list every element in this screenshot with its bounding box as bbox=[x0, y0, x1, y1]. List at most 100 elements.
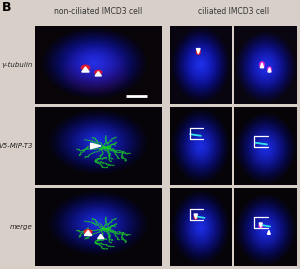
Polygon shape bbox=[245, 205, 286, 254]
Polygon shape bbox=[269, 69, 270, 70]
Polygon shape bbox=[69, 46, 120, 80]
Polygon shape bbox=[249, 129, 282, 168]
Polygon shape bbox=[261, 224, 270, 235]
Polygon shape bbox=[196, 49, 200, 55]
Polygon shape bbox=[70, 206, 126, 241]
Text: non-ciliated IMCD3 cell: non-ciliated IMCD3 cell bbox=[54, 7, 142, 16]
Polygon shape bbox=[262, 63, 269, 71]
Polygon shape bbox=[256, 218, 275, 241]
Polygon shape bbox=[69, 123, 128, 161]
Polygon shape bbox=[264, 228, 267, 232]
Polygon shape bbox=[177, 197, 224, 258]
Polygon shape bbox=[252, 132, 279, 164]
Polygon shape bbox=[253, 215, 278, 245]
Polygon shape bbox=[189, 49, 213, 80]
Polygon shape bbox=[179, 118, 222, 174]
Polygon shape bbox=[64, 120, 133, 164]
Polygon shape bbox=[57, 116, 139, 168]
Polygon shape bbox=[83, 66, 88, 69]
Polygon shape bbox=[264, 65, 267, 69]
Polygon shape bbox=[269, 68, 270, 70]
Polygon shape bbox=[258, 139, 273, 157]
Polygon shape bbox=[260, 225, 261, 226]
Polygon shape bbox=[92, 220, 104, 227]
Polygon shape bbox=[178, 36, 223, 94]
Polygon shape bbox=[55, 36, 134, 90]
Polygon shape bbox=[83, 66, 88, 69]
Polygon shape bbox=[85, 230, 91, 234]
Polygon shape bbox=[265, 229, 266, 230]
Polygon shape bbox=[76, 128, 121, 157]
Polygon shape bbox=[85, 56, 104, 70]
Polygon shape bbox=[184, 43, 218, 86]
Polygon shape bbox=[77, 210, 119, 237]
Polygon shape bbox=[87, 65, 104, 77]
Polygon shape bbox=[242, 120, 289, 176]
Polygon shape bbox=[247, 126, 284, 170]
Polygon shape bbox=[197, 51, 199, 53]
Polygon shape bbox=[182, 122, 219, 170]
Polygon shape bbox=[259, 223, 263, 228]
Polygon shape bbox=[260, 224, 262, 227]
Polygon shape bbox=[254, 53, 277, 81]
Polygon shape bbox=[264, 146, 267, 150]
Polygon shape bbox=[197, 50, 200, 54]
Polygon shape bbox=[82, 66, 88, 70]
Polygon shape bbox=[259, 59, 272, 75]
Polygon shape bbox=[189, 212, 213, 243]
Polygon shape bbox=[258, 221, 273, 239]
Polygon shape bbox=[197, 60, 204, 69]
Polygon shape bbox=[94, 221, 103, 226]
Polygon shape bbox=[194, 138, 207, 154]
Polygon shape bbox=[186, 208, 216, 247]
Polygon shape bbox=[181, 202, 220, 253]
Polygon shape bbox=[268, 67, 272, 72]
Polygon shape bbox=[79, 130, 118, 154]
Polygon shape bbox=[87, 135, 109, 149]
Polygon shape bbox=[79, 53, 110, 73]
Polygon shape bbox=[268, 68, 270, 70]
Polygon shape bbox=[62, 200, 134, 247]
Polygon shape bbox=[85, 63, 106, 78]
Polygon shape bbox=[197, 141, 204, 150]
Polygon shape bbox=[246, 125, 285, 171]
Polygon shape bbox=[255, 54, 276, 79]
Polygon shape bbox=[197, 50, 200, 54]
Polygon shape bbox=[70, 124, 126, 160]
Polygon shape bbox=[82, 66, 89, 70]
Polygon shape bbox=[252, 214, 279, 246]
Polygon shape bbox=[65, 202, 131, 245]
Polygon shape bbox=[89, 217, 108, 229]
Polygon shape bbox=[245, 124, 286, 173]
Text: V5-MIP-T3: V5-MIP-T3 bbox=[0, 143, 33, 149]
Polygon shape bbox=[72, 125, 124, 159]
Polygon shape bbox=[194, 215, 197, 219]
Polygon shape bbox=[196, 49, 200, 54]
Polygon shape bbox=[188, 48, 214, 82]
Polygon shape bbox=[268, 68, 271, 72]
Polygon shape bbox=[77, 129, 119, 155]
Polygon shape bbox=[67, 45, 122, 82]
Polygon shape bbox=[265, 148, 266, 149]
Polygon shape bbox=[84, 230, 92, 234]
Polygon shape bbox=[76, 57, 116, 85]
Polygon shape bbox=[261, 63, 263, 66]
Polygon shape bbox=[198, 61, 203, 68]
Polygon shape bbox=[74, 126, 123, 158]
Polygon shape bbox=[196, 222, 205, 233]
Polygon shape bbox=[184, 124, 218, 168]
Polygon shape bbox=[200, 64, 201, 65]
Polygon shape bbox=[190, 132, 212, 160]
Polygon shape bbox=[84, 133, 112, 151]
Polygon shape bbox=[190, 50, 212, 79]
Polygon shape bbox=[196, 58, 206, 72]
Polygon shape bbox=[200, 226, 201, 228]
Polygon shape bbox=[84, 230, 92, 235]
Polygon shape bbox=[193, 217, 209, 238]
Polygon shape bbox=[180, 200, 221, 254]
Polygon shape bbox=[177, 34, 224, 95]
Polygon shape bbox=[89, 136, 108, 148]
Polygon shape bbox=[91, 67, 101, 75]
Polygon shape bbox=[199, 144, 202, 148]
Polygon shape bbox=[76, 209, 121, 238]
